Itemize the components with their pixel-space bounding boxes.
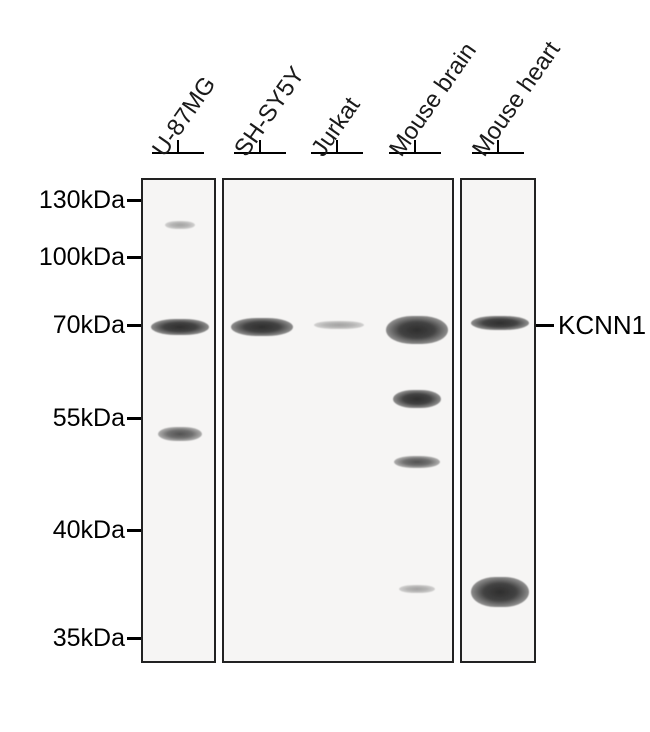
mw-label: 70kDa [0, 311, 125, 340]
mw-tick [127, 324, 141, 327]
band [394, 456, 440, 468]
band [471, 577, 529, 607]
mw-tick [127, 637, 141, 640]
mw-tick [127, 529, 141, 532]
mw-label: 55kDa [0, 404, 125, 433]
band [386, 316, 448, 344]
mw-label: 40kDa [0, 516, 125, 545]
mw-tick [127, 199, 141, 202]
mw-label: 130kDa [0, 186, 125, 215]
blot-box [460, 178, 536, 663]
band [399, 585, 435, 593]
mw-label: 100kDa [0, 243, 125, 272]
mw-label: 35kDa [0, 624, 125, 653]
mw-tick [127, 256, 141, 259]
target-tick [536, 324, 554, 327]
lane-label: Mouse heart [467, 37, 566, 162]
band [471, 316, 529, 330]
band [393, 390, 441, 408]
band [165, 221, 195, 229]
band [231, 318, 293, 336]
mw-tick [127, 417, 141, 420]
band [151, 319, 209, 335]
band [314, 321, 364, 329]
western-blot-figure: 130kDa 100kDa 70kDa 55kDa 40kDa 35kDa U-87MGS… [0, 0, 650, 732]
lane-label: SH-SY5Y [229, 62, 311, 162]
blot-box [222, 178, 454, 663]
band [158, 427, 202, 441]
target-label: KCNN1 [558, 310, 646, 341]
lane-label: U-87MG [147, 72, 222, 162]
blot-box [141, 178, 216, 663]
